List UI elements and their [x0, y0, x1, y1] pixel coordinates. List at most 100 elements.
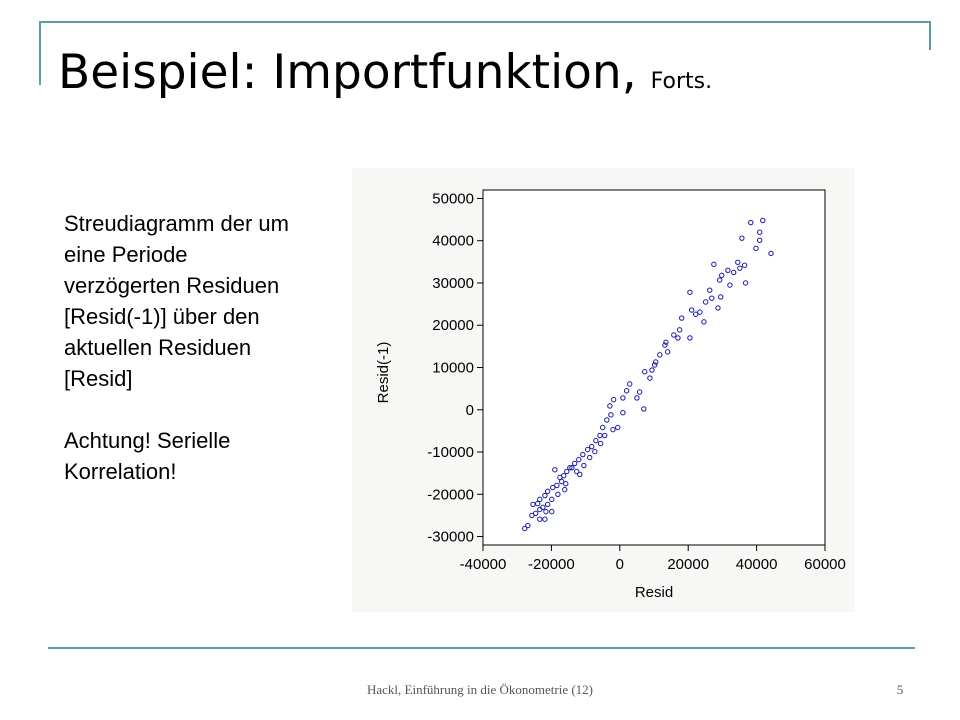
x-tick-label: 0 [616, 556, 624, 573]
point [563, 481, 569, 487]
point [653, 359, 659, 365]
point [725, 267, 731, 273]
y-tick-label: 0 [466, 402, 474, 419]
point [608, 412, 614, 418]
point [742, 280, 749, 286]
point [610, 396, 617, 403]
point [522, 525, 528, 532]
body-line: aktuellen Residuen [64, 335, 251, 360]
point [717, 294, 724, 300]
point [577, 471, 583, 478]
point [544, 501, 551, 508]
point [735, 259, 741, 265]
point [715, 305, 721, 311]
body-line: [Resid] [64, 366, 132, 391]
y-tick-label: 30000 [432, 275, 474, 292]
slide-title: Beispiel: Importfunktion, Forts. [58, 45, 712, 100]
point [620, 410, 626, 416]
point [748, 219, 754, 226]
body-text: Streudiagramm der um eine Periode verzöger… [64, 211, 289, 484]
point [576, 456, 582, 463]
point [760, 217, 766, 224]
point [756, 229, 763, 235]
point [657, 352, 663, 358]
y-axis-label: Resid(-1) [375, 342, 392, 404]
point [702, 299, 709, 305]
point [542, 492, 548, 499]
point [535, 500, 541, 507]
body-line: Korrelation! [64, 459, 177, 484]
point [593, 437, 599, 444]
point [580, 451, 586, 458]
point [741, 262, 748, 268]
point [687, 335, 693, 341]
x-tick-label: 60000 [804, 556, 846, 573]
point [555, 491, 561, 497]
point [552, 467, 558, 473]
body-line: Achtung! Serielle [64, 428, 230, 453]
point [557, 474, 563, 481]
footer-text: Hackl, Einführung in die Ökonometrie (12… [367, 682, 593, 697]
point [753, 245, 759, 252]
point [739, 235, 745, 241]
point [623, 388, 630, 394]
point [768, 250, 774, 257]
point [589, 443, 595, 450]
point [537, 496, 543, 503]
point [610, 426, 616, 433]
point [620, 395, 626, 401]
point [730, 269, 737, 276]
point [664, 349, 671, 355]
point [641, 406, 647, 412]
y-tick-label: 20000 [432, 317, 474, 334]
point [537, 506, 543, 513]
point [537, 516, 543, 522]
point [529, 512, 535, 519]
x-tick-label: -20000 [528, 556, 575, 573]
point [663, 339, 669, 345]
y-tick-label: -30000 [427, 529, 474, 546]
point [615, 424, 621, 431]
point [549, 508, 555, 515]
point [671, 332, 677, 338]
point [581, 462, 587, 469]
point [525, 522, 531, 529]
point [675, 335, 681, 341]
point [634, 395, 640, 401]
page-number: 5 [897, 682, 904, 697]
point [587, 454, 593, 461]
point [571, 460, 578, 467]
frame-line [39, 21, 931, 85]
point [569, 464, 575, 471]
point [607, 403, 613, 409]
point [604, 417, 610, 423]
point [592, 448, 598, 455]
point [679, 315, 685, 321]
point [693, 311, 699, 317]
x-tick-label: -40000 [460, 556, 507, 573]
point [530, 501, 536, 508]
x-axis-label: Resid [635, 584, 673, 601]
point [567, 464, 573, 471]
point [542, 516, 548, 522]
point [574, 468, 580, 475]
x-tick-label: 20000 [667, 556, 709, 573]
point [550, 484, 556, 491]
point [564, 468, 570, 475]
point [651, 362, 658, 368]
point [584, 446, 591, 453]
y-tick-label: 50000 [432, 190, 474, 207]
point [697, 309, 703, 315]
body-line: verzögerten Residuen [64, 273, 279, 298]
point [544, 488, 551, 495]
y-tick-label: 40000 [432, 233, 474, 250]
point [676, 327, 683, 333]
body-line: eine Periode [64, 242, 188, 267]
point [627, 381, 633, 387]
point [711, 261, 717, 268]
point [688, 307, 695, 313]
point [709, 295, 715, 301]
point [642, 369, 648, 375]
point [600, 424, 606, 431]
